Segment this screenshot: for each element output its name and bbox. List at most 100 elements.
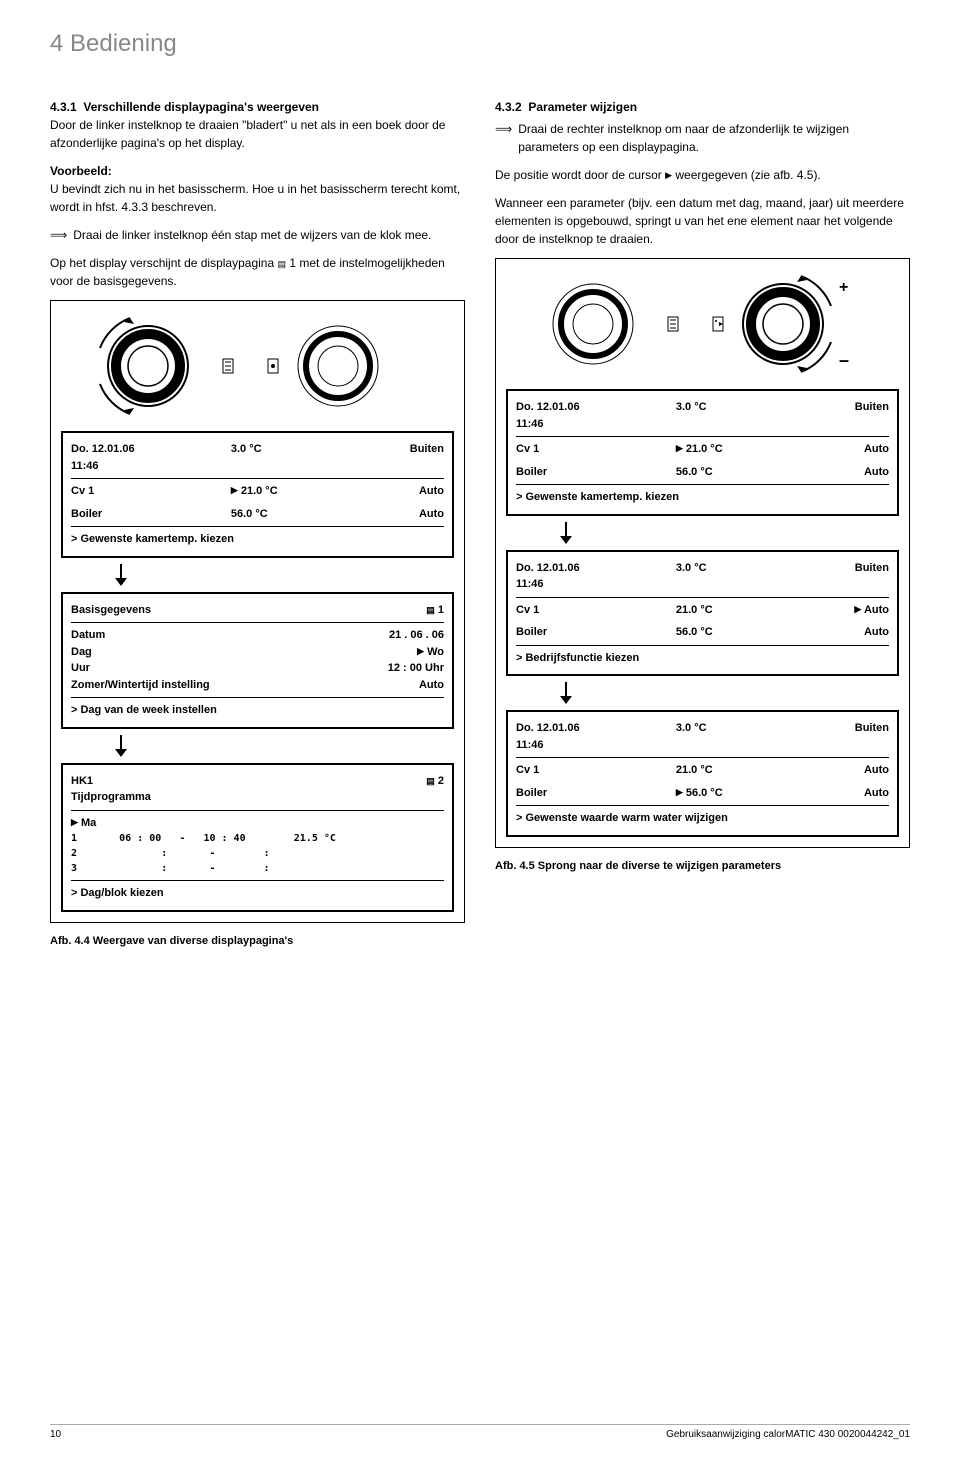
- knob-illustration-right: + –: [523, 269, 883, 379]
- sec432-num: 4.3.2: [495, 100, 522, 114]
- sec431-num: 4.3.1: [50, 100, 77, 114]
- r3-bt: 56.0 °C: [686, 787, 723, 799]
- r2-date: Do. 12.01.06: [516, 560, 676, 577]
- sb-loc: Buiten: [364, 441, 444, 458]
- r3-tempout: 3.0 °C: [676, 720, 809, 737]
- cursor-icon: ▶: [854, 604, 861, 614]
- sb-boiler-mode: Auto: [364, 506, 444, 523]
- r2-bm: Auto: [809, 624, 889, 641]
- r2-b: Boiler: [516, 624, 676, 641]
- arrow-down-icon: [111, 564, 454, 586]
- cursor-icon: ▶: [231, 485, 238, 495]
- svg-text:+: +: [839, 279, 848, 296]
- r1-footer: > Gewenste kamertemp. kiezen: [516, 489, 889, 506]
- r1-cv: Cv 1: [516, 441, 676, 458]
- screen-basisgegevens: Basisgegevens ▤ 1 Datum 21 . 06 . 06 Dag ▶…: [61, 592, 454, 729]
- basis-footer: > Dag van de week instellen: [71, 702, 444, 719]
- page-icon: ▤: [426, 776, 435, 786]
- arrow-down-icon: [111, 735, 454, 757]
- fig45-caption: Afb. 4.5 Sprong naar de diverse te wijzi…: [495, 858, 910, 875]
- p2a: De positie wordt door de cursor: [495, 168, 665, 182]
- sb-footer: > Gewenste kamertemp. kiezen: [71, 531, 444, 548]
- left-column: 4.3.1 Verschillende displaypagina's weer…: [50, 98, 465, 969]
- r1-date: Do. 12.01.06: [516, 399, 676, 416]
- r3-cv: Cv 1: [516, 762, 676, 779]
- arrow-icon: ⟹: [50, 226, 67, 244]
- basis-datum-v: 21 . 06 . 06: [389, 627, 444, 644]
- r3-b: Boiler: [516, 785, 676, 802]
- fig44-caption: Afb. 4.4 Weergave van diverse displaypag…: [50, 933, 465, 950]
- r3-footer: > Gewenste waarde warm water wijzigen: [516, 810, 889, 827]
- r1-cvm: Auto: [809, 441, 889, 458]
- p3: Wanneer een parameter (bijv. een datum m…: [495, 194, 910, 248]
- r2-bt: 56.0 °C: [676, 624, 809, 641]
- basis-dag-l: Dag: [71, 644, 92, 661]
- svg-text:–: –: [839, 350, 849, 370]
- r3-time: 11:46: [516, 737, 889, 754]
- hk1-r3: 3 : - :: [71, 861, 444, 876]
- page-icon: ▤: [426, 605, 435, 615]
- r1-loc: Buiten: [809, 399, 889, 416]
- r2-cv: Cv 1: [516, 602, 676, 619]
- sb-boiler: Boiler: [71, 506, 231, 523]
- hk1-subtitle: Tijdprogramma: [71, 789, 444, 806]
- cursor-icon: ▶: [417, 646, 424, 656]
- voorbeeld-text: U bevindt zich nu in het basisscherm. Ho…: [50, 182, 460, 214]
- sb-tempout: 3.0 °C: [231, 441, 364, 458]
- sb-time: 11:46: [71, 458, 444, 475]
- sb-date: Do. 12.01.06: [71, 441, 231, 458]
- page-number: 10: [50, 1429, 61, 1440]
- hk1-r2: 2 : - :: [71, 846, 444, 861]
- sec431-title: Verschillende displaypagina's weergeven: [83, 100, 319, 114]
- hk1-r1: 1 06 : 00 - 10 : 40 21.5 °C: [71, 831, 444, 846]
- figure44-box: Do. 12.01.06 3.0 °C Buiten 11:46 Cv 1 ▶ …: [50, 300, 465, 923]
- hk1-page: 2: [438, 775, 444, 787]
- r1-bm: Auto: [809, 464, 889, 481]
- cursor-icon: ▶: [676, 443, 683, 453]
- r1-b: Boiler: [516, 464, 676, 481]
- r1-time: 11:46: [516, 416, 889, 433]
- screen-right-2: Do. 12.01.063.0 °CBuiten 11:46 Cv 121.0 …: [506, 550, 899, 677]
- sec432-title: Parameter wijzigen: [528, 100, 637, 114]
- p2b: weergegeven (zie afb. 4.5).: [672, 168, 821, 182]
- basis-uur-v: 12 : 00 Uhr: [388, 660, 444, 677]
- screen-right-3: Do. 12.01.063.0 °CBuiten 11:46 Cv 121.0 …: [506, 710, 899, 837]
- voorbeeld-label: Voorbeeld:: [50, 164, 112, 178]
- page-footer: 10 Gebruiksaanwijziging calorMATIC 430 0…: [50, 1424, 910, 1440]
- arrow-down-icon: [556, 682, 899, 704]
- basis-uur-l: Uur: [71, 660, 90, 677]
- screen-basic-left: Do. 12.01.06 3.0 °C Buiten 11:46 Cv 1 ▶ …: [61, 431, 454, 558]
- basis-datum-l: Datum: [71, 627, 105, 644]
- r2-time: 11:46: [516, 576, 889, 593]
- figure45-box: + – Do. 12.01.063.0 °CBuiten 11:46 Cv 1▶…: [495, 258, 910, 848]
- r1-tempout: 3.0 °C: [676, 399, 809, 416]
- basis-title: Basisgegevens: [71, 602, 151, 619]
- screen-right-1: Do. 12.01.063.0 °CBuiten 11:46 Cv 1▶ 21.…: [506, 389, 899, 516]
- r3-cvt: 21.0 °C: [676, 762, 809, 779]
- basis-zw-l: Zomer/Wintertijd instelling: [71, 677, 210, 694]
- arrow-down-icon: [556, 522, 899, 544]
- r2-cvm: Auto: [864, 604, 889, 616]
- right-column: 4.3.2 Parameter wijzigen ⟹ Draai de rech…: [495, 98, 910, 969]
- basis-dag-v: Wo: [427, 646, 444, 658]
- sb-cv-mode: Auto: [364, 483, 444, 500]
- hk1-title: HK1: [71, 773, 93, 790]
- r3-bm: Auto: [809, 785, 889, 802]
- r1-cvt: 21.0 °C: [686, 443, 723, 455]
- screen-hk1: HK1 ▤ 2 Tijdprogramma ▶ Ma 1 06 : 00 - 1…: [61, 763, 454, 912]
- hk1-footer: > Dag/blok kiezen: [71, 885, 444, 902]
- hk1-day: Ma: [81, 817, 96, 829]
- page-header: 4 Bediening: [50, 30, 910, 58]
- cursor-icon: ▶: [676, 787, 683, 797]
- basis-page: 1: [438, 604, 444, 616]
- r3-cvm: Auto: [809, 762, 889, 779]
- sb-boiler-temp: 56.0 °C: [231, 506, 364, 523]
- r2-loc: Buiten: [809, 560, 889, 577]
- r2-footer: > Bedrijfsfunctie kiezen: [516, 650, 889, 667]
- knob-illustration-left: [78, 311, 438, 421]
- doc-id: Gebruiksaanwijziging calorMATIC 430 0020…: [666, 1429, 910, 1440]
- r1-bt: 56.0 °C: [676, 464, 809, 481]
- action1: Draai de linker instelknop één stap met …: [73, 226, 431, 244]
- r3-loc: Buiten: [809, 720, 889, 737]
- page-icon: ▤: [277, 259, 286, 269]
